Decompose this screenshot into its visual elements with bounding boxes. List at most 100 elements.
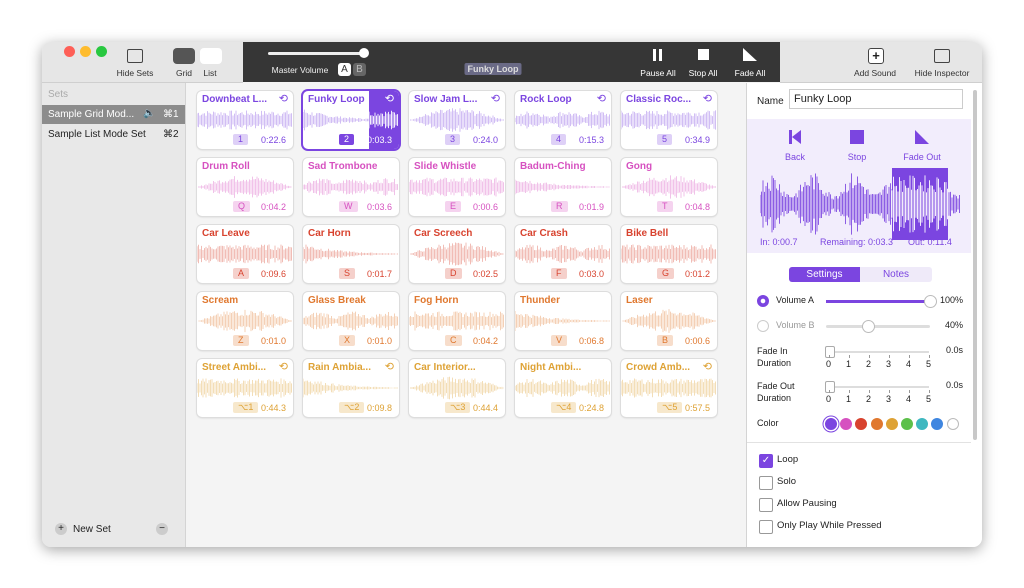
sound-tile[interactable]: Scream Z 0:01.0 bbox=[197, 292, 293, 350]
slider-knob[interactable] bbox=[861, 320, 875, 333]
sound-tile[interactable]: Gong T 0:04.8 bbox=[621, 158, 717, 216]
sound-tile[interactable]: Car Horn S 0:01.7 bbox=[303, 225, 399, 283]
radio[interactable] bbox=[757, 295, 769, 307]
color-swatch[interactable] bbox=[855, 418, 868, 430]
zoom[interactable] bbox=[96, 46, 107, 57]
checkbox[interactable] bbox=[759, 476, 773, 490]
tile-waveform bbox=[303, 178, 398, 196]
sound-tile[interactable]: Laser B 0:00.6 bbox=[621, 292, 717, 350]
key-badge: C bbox=[445, 335, 462, 346]
slider-knob[interactable] bbox=[825, 346, 835, 358]
radio[interactable] bbox=[757, 320, 769, 332]
pause-all[interactable]: Pause All bbox=[640, 68, 676, 78]
slider-track[interactable] bbox=[826, 325, 930, 328]
set-name[interactable]: Sample Grid Mod... bbox=[48, 109, 135, 120]
slider-knob[interactable] bbox=[359, 48, 369, 58]
key-badge: Z bbox=[233, 335, 249, 346]
checkbox[interactable] bbox=[759, 498, 773, 512]
sound-tile[interactable]: Bike Bell G 0:01.2 bbox=[621, 225, 717, 283]
settings-tab[interactable]: Settings bbox=[789, 267, 860, 282]
color-swatch[interactable] bbox=[901, 418, 913, 430]
hide-sets-icon[interactable] bbox=[127, 49, 143, 63]
fade-icon[interactable] bbox=[743, 48, 757, 61]
loop-icon: ⟲ bbox=[278, 93, 288, 105]
tile-title: Badum-Ching bbox=[520, 161, 586, 172]
checkbox[interactable] bbox=[759, 520, 773, 534]
sound-tile[interactable]: Slow Jam L... ⟲ 3 0:24.0 bbox=[409, 91, 505, 149]
slider-knob[interactable] bbox=[825, 381, 835, 393]
grid-button[interactable] bbox=[173, 48, 195, 64]
stop-icon[interactable] bbox=[850, 130, 864, 144]
color-swatch[interactable] bbox=[885, 418, 898, 430]
sound-tile[interactable]: Car Screech D 0:02.5 bbox=[409, 225, 505, 283]
remove-set[interactable]: − bbox=[156, 523, 168, 535]
master-volume-slider[interactable] bbox=[268, 52, 364, 55]
color-swatch[interactable] bbox=[931, 418, 944, 430]
name-field[interactable]: Funky Loop bbox=[789, 89, 963, 109]
hide-inspector-icon[interactable] bbox=[934, 49, 950, 63]
key-badge: X bbox=[339, 335, 356, 346]
sound-tile[interactable]: Car Interior... ⌥3 0:44.4 bbox=[409, 359, 505, 417]
fade-all[interactable]: Fade All bbox=[734, 68, 766, 78]
sound-tile[interactable]: Crowd Amb... ⟲ ⌥5 0:57.5 bbox=[621, 359, 717, 417]
tile-waveform bbox=[303, 311, 398, 331]
tile-waveform bbox=[515, 244, 610, 264]
slider-track[interactable] bbox=[829, 386, 929, 388]
sound-tile[interactable]: Car Crash F 0:03.0 bbox=[515, 225, 611, 283]
hide-inspector[interactable]: Hide Inspector bbox=[914, 68, 970, 78]
color-swatch[interactable] bbox=[916, 418, 929, 430]
checkbox[interactable]: ✓ bbox=[759, 454, 773, 468]
sound-tile[interactable]: Funky Loop ⟲ 2 0:03.3 bbox=[303, 91, 399, 149]
set-shortcut: ⌘1 bbox=[163, 109, 179, 120]
add-set-icon[interactable]: + bbox=[55, 523, 67, 535]
tick-label: 2 bbox=[866, 359, 872, 369]
list-button[interactable] bbox=[200, 48, 222, 64]
b-button[interactable]: B bbox=[353, 63, 366, 76]
tile-title: Night Ambi... bbox=[520, 362, 582, 373]
color-swatch[interactable] bbox=[825, 418, 837, 430]
sound-tile[interactable]: Slide Whistle E 0:00.6 bbox=[409, 158, 505, 216]
slider-track[interactable] bbox=[829, 351, 929, 353]
selected-row[interactable] bbox=[42, 105, 185, 124]
add-sound[interactable]: Add Sound bbox=[853, 68, 897, 78]
sound-tile[interactable]: Night Ambi... ⌥4 0:24.8 bbox=[515, 359, 611, 417]
sound-tile[interactable]: Thunder V 0:06.8 bbox=[515, 292, 611, 350]
minimize[interactable] bbox=[80, 46, 91, 57]
color-swatch[interactable] bbox=[840, 418, 853, 430]
pause-icon[interactable] bbox=[653, 49, 656, 61]
back[interactable]: Back bbox=[784, 152, 806, 162]
close[interactable] bbox=[64, 46, 75, 57]
a-button[interactable]: A bbox=[338, 63, 351, 76]
sound-tile[interactable]: Downbeat L... ⟲ 1 0:22.6 bbox=[197, 91, 293, 149]
sound-tile[interactable]: Badum-Ching R 0:01.9 bbox=[515, 158, 611, 216]
tick-label: 3 bbox=[886, 394, 892, 404]
sound-tile[interactable]: Car Leave A 0:09.6 bbox=[197, 225, 293, 283]
hide-sets[interactable]: Hide Sets bbox=[116, 68, 154, 78]
fade-out[interactable]: Fade Out bbox=[903, 152, 941, 162]
scrollbar[interactable] bbox=[973, 90, 977, 440]
set-name[interactable]: Sample List Mode Set bbox=[48, 129, 146, 140]
duration: 0:09.6 bbox=[261, 269, 287, 279]
sound-tile[interactable]: Street Ambi... ⟲ ⌥1 0:44.3 bbox=[197, 359, 293, 417]
sound-tile[interactable]: Drum Roll Q 0:04.2 bbox=[197, 158, 293, 216]
add-icon[interactable]: + bbox=[868, 48, 884, 64]
sound-tile[interactable]: Rain Ambia... ⟲ ⌥2 0:09.8 bbox=[303, 359, 399, 417]
slider-knob[interactable] bbox=[924, 295, 937, 308]
back-icon[interactable] bbox=[789, 130, 801, 144]
sound-tile[interactable]: Glass Break X 0:01.0 bbox=[303, 292, 399, 350]
sound-tile[interactable]: Fog Horn C 0:04.2 bbox=[409, 292, 505, 350]
notes-tab[interactable]: Notes bbox=[860, 267, 932, 282]
stop-icon[interactable] bbox=[698, 49, 709, 60]
sound-tile[interactable]: Sad Trombone W 0:03.6 bbox=[303, 158, 399, 216]
duration: 0:04.8 bbox=[685, 202, 711, 212]
out-time: Out: 0:11.4 bbox=[908, 237, 952, 247]
stop-all[interactable]: Stop All bbox=[688, 68, 718, 78]
fade-out-icon[interactable] bbox=[915, 130, 929, 144]
stop[interactable]: Stop bbox=[847, 152, 867, 162]
sound-tile[interactable]: Classic Roc... ⟲ 5 0:34.9 bbox=[621, 91, 717, 149]
color-swatch[interactable] bbox=[946, 418, 959, 430]
new-set[interactable]: New Set bbox=[73, 524, 111, 535]
remaining: Remaining: 0:03.3 bbox=[820, 237, 894, 247]
sound-tile[interactable]: Rock Loop ⟲ 4 0:15.3 bbox=[515, 91, 611, 149]
color-swatch[interactable] bbox=[870, 418, 883, 430]
